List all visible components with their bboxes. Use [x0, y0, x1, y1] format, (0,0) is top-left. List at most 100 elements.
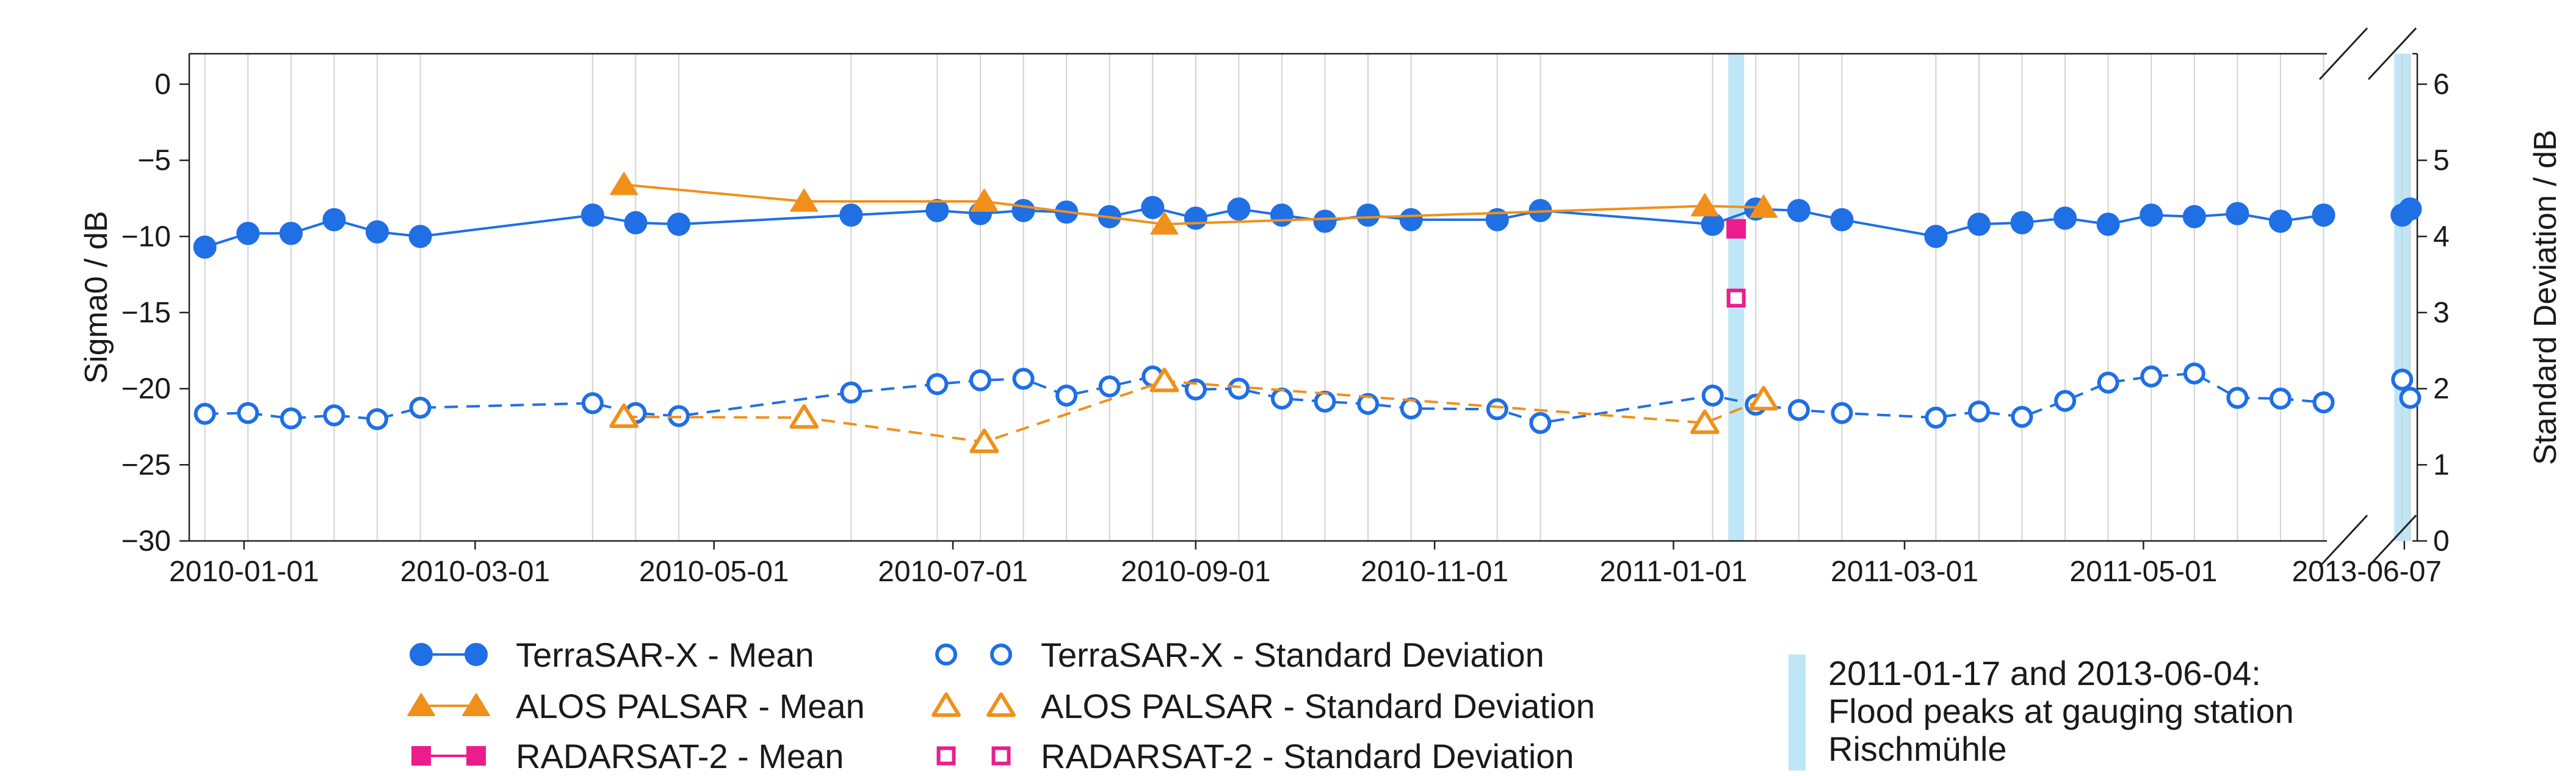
- legend-marker: [410, 643, 433, 666]
- data-point: [2269, 387, 2292, 410]
- legend-label: RADARSAT-2 - Standard Deviation: [1041, 737, 1574, 775]
- series-line: [623, 183, 1764, 226]
- data-point: [1924, 225, 1948, 248]
- data-point: [1098, 375, 1121, 397]
- data-point: [969, 428, 999, 454]
- series-line: [204, 372, 2324, 424]
- legend-marker: [466, 746, 486, 766]
- legend-flood-note: 2011-01-17 and 2013-06-04:Flood peaks at…: [1789, 654, 2294, 771]
- right-tick-label: 5: [2433, 145, 2450, 177]
- legend-marker: [411, 746, 431, 766]
- data-point: [1701, 384, 1724, 407]
- data-point: [2010, 211, 2034, 234]
- data-point: [280, 407, 302, 430]
- break-mark-bottom-2: [2367, 514, 2417, 568]
- data-point: [2183, 362, 2205, 385]
- series-3: [194, 362, 2422, 434]
- data-point: [1967, 212, 1991, 236]
- data-point: [790, 188, 819, 212]
- legend-entry-3: RADARSAT-2 - Mean: [411, 737, 844, 775]
- data-point: [2398, 197, 2422, 221]
- right-tick-label: 3: [2433, 297, 2450, 329]
- data-point: [1055, 384, 1078, 407]
- data-point: [925, 198, 949, 222]
- legend-label: ALOS PALSAR - Standard Deviation: [1041, 687, 1595, 725]
- data-point: [624, 211, 648, 234]
- data-point: [1701, 212, 1724, 236]
- data-point: [2011, 405, 2033, 428]
- data-point: [2312, 391, 2335, 414]
- legend-label: ALOS PALSAR - Mean: [516, 687, 865, 725]
- legend-marker: [932, 692, 961, 717]
- right-tick-label: 0: [2433, 525, 2450, 557]
- data-point: [1399, 208, 1423, 231]
- data-point: [193, 235, 217, 259]
- data-point: [2226, 201, 2249, 225]
- series-1: [610, 172, 1778, 235]
- data-point: [789, 404, 819, 429]
- break-mark-top-1: [2318, 27, 2368, 81]
- data-point: [609, 403, 639, 428]
- series-line: [204, 206, 2324, 248]
- legend-marker: [465, 643, 488, 666]
- data-point: [1529, 412, 1552, 434]
- data-point: [2140, 365, 2163, 388]
- legend: TerraSAR-X - Mean ALOS PALSAR - Mean RADAR…: [407, 636, 2294, 775]
- data-point: [839, 203, 863, 227]
- data-point: [322, 208, 346, 231]
- axes: 0 −5 −10 −15 −20 −25 −30 6 5 4 3 2 1 0 2010-01-01 2010-…: [79, 27, 2563, 588]
- x-tick-label: 2011-05-01: [2069, 556, 2217, 588]
- series-layer: [193, 172, 2422, 454]
- legend-marker: [935, 644, 957, 665]
- data-point: [2097, 371, 2119, 394]
- data-point: [969, 369, 991, 391]
- data-point: [237, 402, 259, 424]
- legend-entry-4: TerraSAR-X - Standard Deviation: [935, 636, 1544, 674]
- data-point: [1400, 397, 1422, 420]
- series-2: [1726, 219, 1746, 239]
- legend-marker: [936, 746, 956, 766]
- legend-flood-text: Rischmühle: [1828, 730, 2007, 768]
- flood-peak-bands: [1728, 54, 2411, 541]
- data-point: [1357, 393, 1380, 415]
- data-point: [1787, 198, 1811, 222]
- right-tick-label: 4: [2433, 220, 2450, 253]
- x-tick-label: 2010-11-01: [1361, 556, 1508, 588]
- data-point: [323, 404, 346, 427]
- data-point: [1830, 208, 1854, 231]
- y-axis-title-right: Standard Deviation / dB: [2528, 129, 2563, 465]
- data-point: [408, 225, 432, 248]
- legend-entry-5: ALOS PALSAR - Standard Deviation: [932, 687, 1595, 725]
- data-point: [1749, 194, 1778, 218]
- legend-flood-text: Flood peaks at gauging station: [1828, 692, 2294, 730]
- left-tick-label: −10: [121, 220, 171, 253]
- data-point: [236, 222, 260, 245]
- data-point: [2312, 203, 2335, 227]
- left-tick-label: −30: [121, 525, 171, 557]
- data-point: [2053, 206, 2077, 230]
- series-4: [609, 368, 1778, 454]
- legend-flood-text: 2011-01-17 and 2013-06-04:: [1828, 654, 2261, 692]
- data-point: [2391, 368, 2414, 391]
- data-point: [279, 222, 303, 245]
- data-point: [1314, 390, 1336, 413]
- x-tick-label: 2010-01-01: [169, 556, 319, 588]
- left-tick-label: −15: [121, 297, 171, 329]
- x-tick-label: 2013-06-07: [2292, 556, 2442, 588]
- data-point: [409, 396, 432, 419]
- data-point: [1150, 211, 1179, 235]
- data-point: [2182, 205, 2206, 228]
- data-point: [1690, 409, 1720, 434]
- data-point: [1925, 407, 1947, 429]
- x-tick-label: 2010-05-01: [639, 556, 789, 588]
- data-point: [1726, 219, 1746, 239]
- left-tick-label: 0: [154, 68, 171, 101]
- legend-entry-6: RADARSAT-2 - Standard Deviation: [936, 737, 1574, 775]
- data-point: [1356, 203, 1380, 227]
- x-tick-label: 2011-01-01: [1600, 556, 1748, 588]
- x-tick-label: 2010-03-01: [400, 556, 551, 588]
- data-point: [1184, 206, 1207, 230]
- data-point: [667, 212, 690, 236]
- legend-label: TerraSAR-X - Standard Deviation: [1041, 636, 1544, 674]
